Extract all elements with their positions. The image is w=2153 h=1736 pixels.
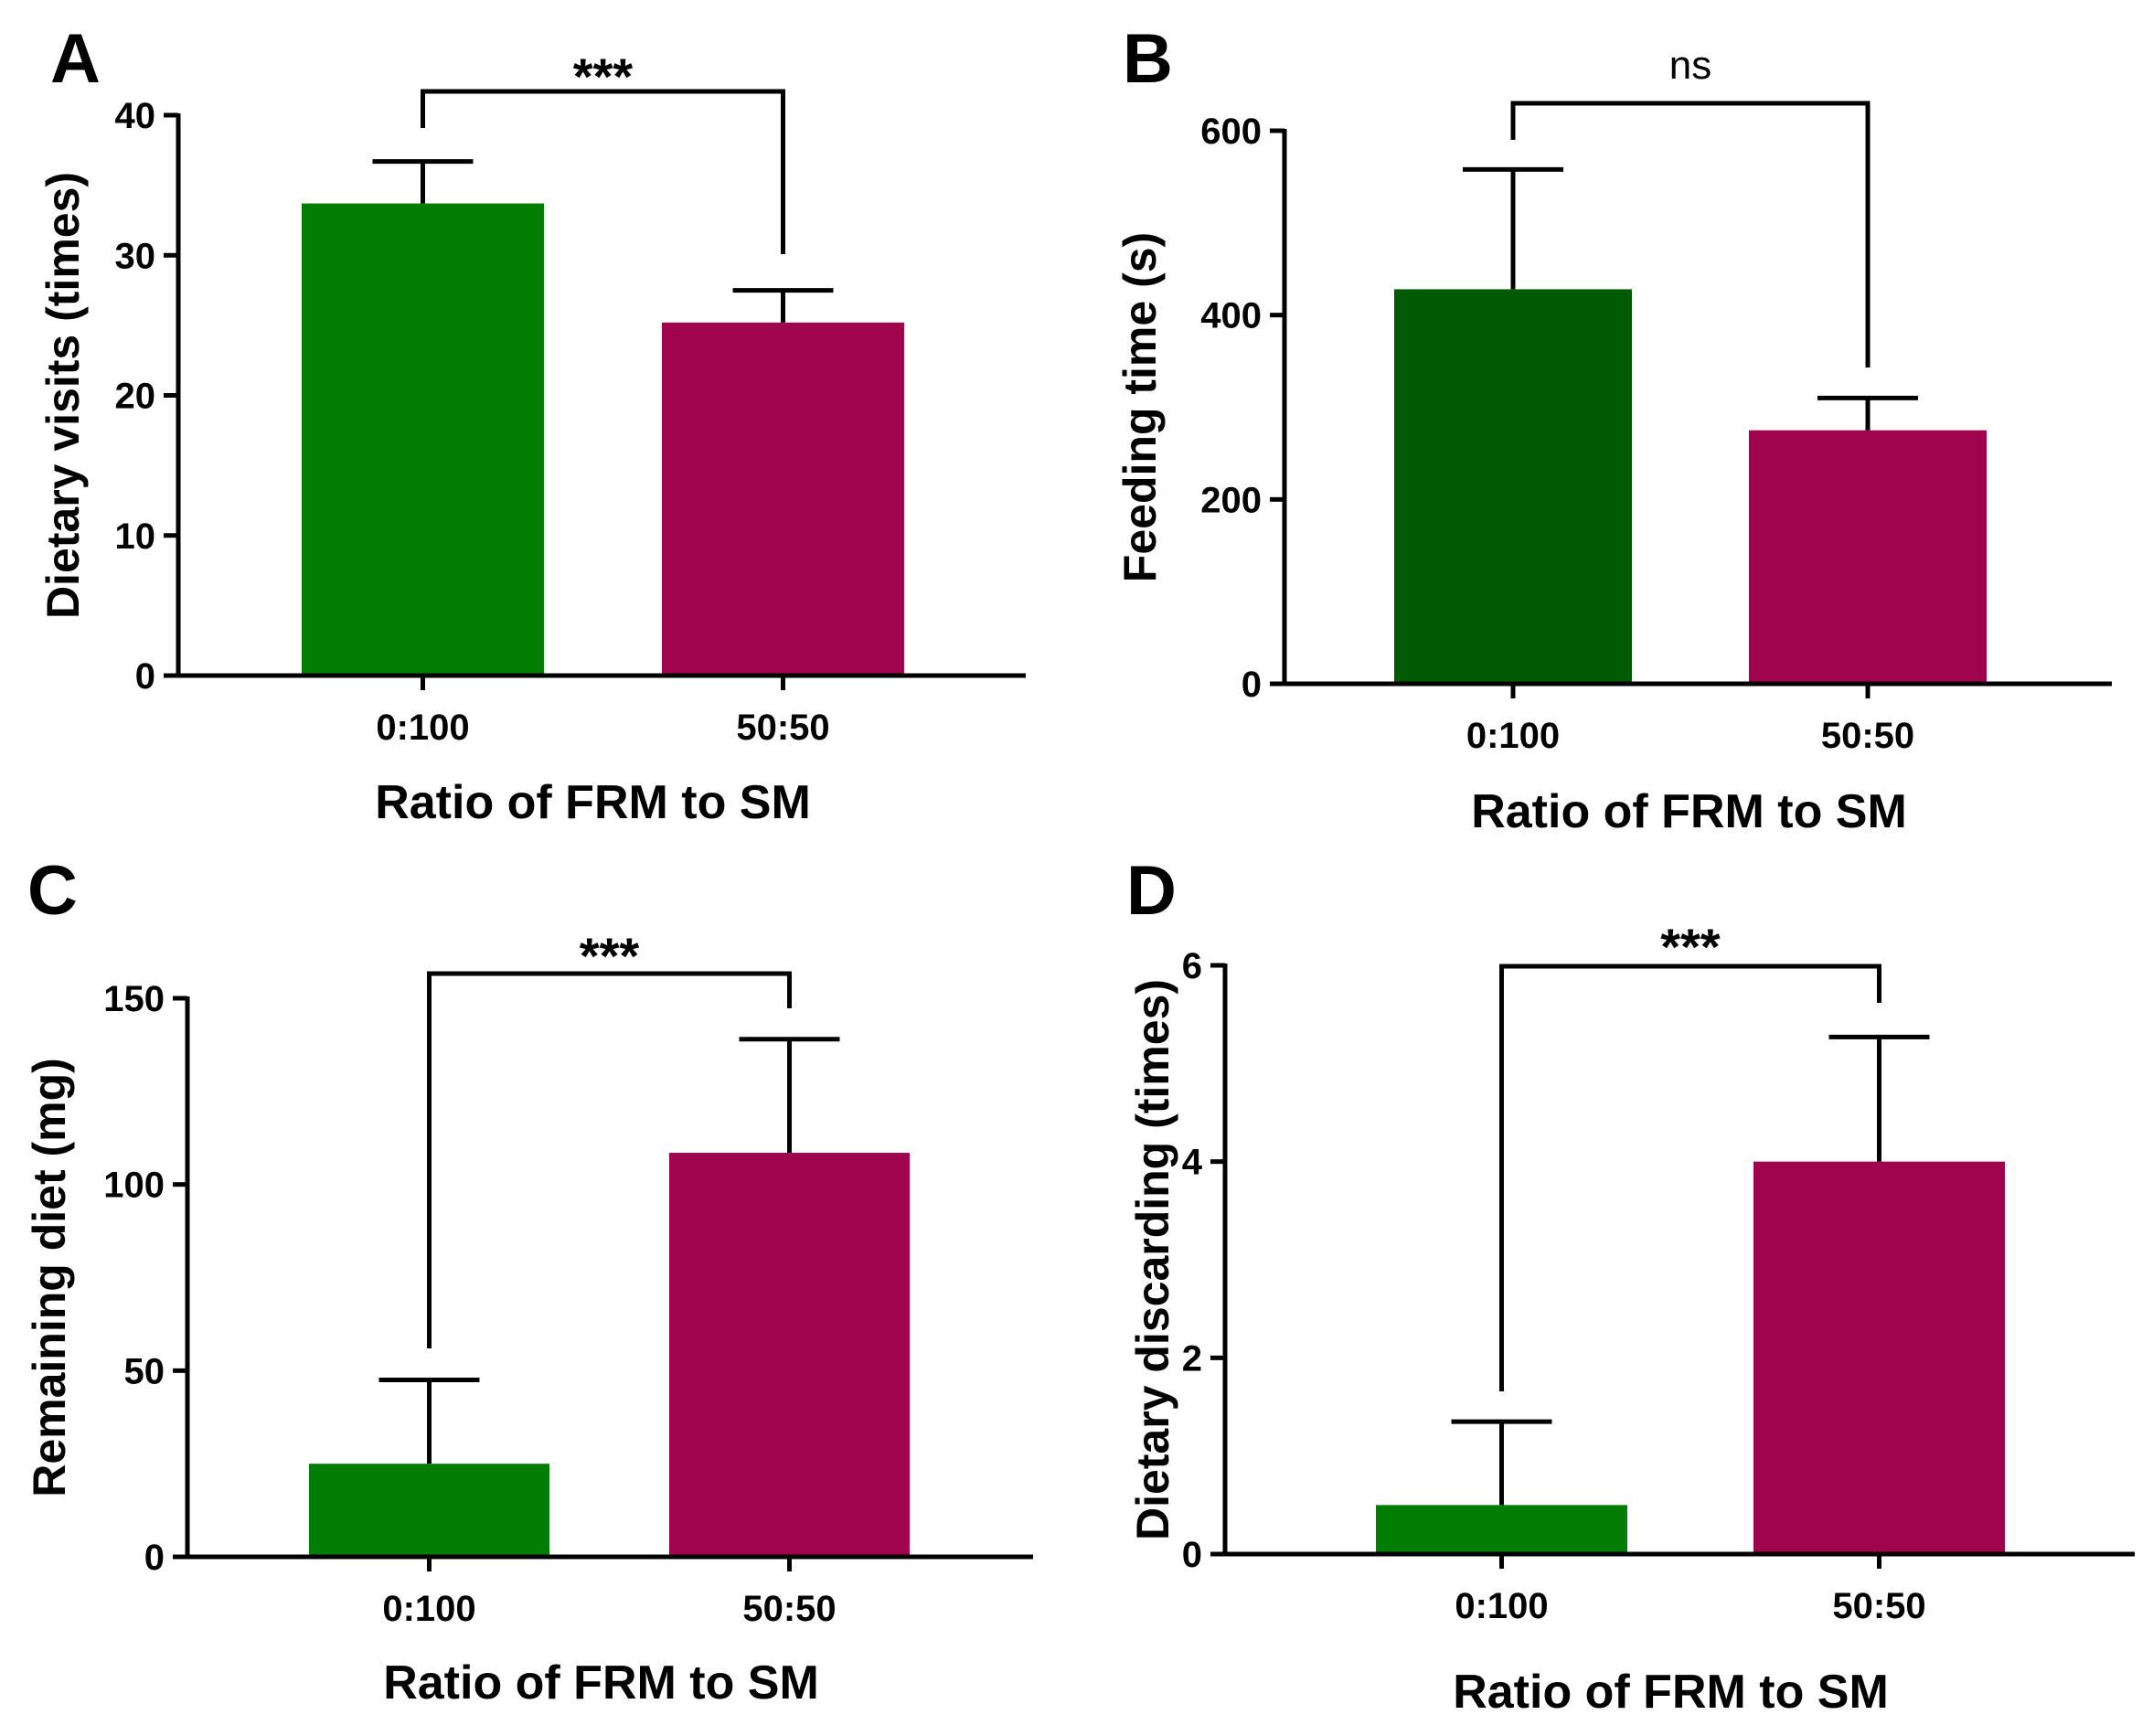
panel-c-significance-label: *** [580, 927, 640, 985]
panel-a-bar-2 [662, 322, 904, 676]
panel-d-significance-bracket [1499, 964, 1881, 1391]
panel-c-ytick-label-1: 0 [144, 1538, 165, 1578]
panel-a-ytick-label-2: 10 [115, 517, 156, 557]
panel-d-significance-label: *** [1660, 918, 1721, 975]
panel-a-letter: A [50, 20, 101, 98]
panel-a-significance-bracket [421, 89, 785, 254]
panel-b-significance-label: ns [1669, 43, 1711, 88]
panel-b-significance-bracket [1510, 101, 1871, 367]
panel-a-xtick-label-2: 50:50 [736, 708, 829, 748]
panel-c-ylabel: Remaining diet (mg) [24, 1058, 75, 1497]
panel-a-significance-label: *** [573, 48, 634, 105]
panel-c-bar-1 [309, 1464, 549, 1557]
panel-a-ylabel: Dietary visits (times) [37, 172, 89, 619]
panel-d-ytick-label-1: 0 [1182, 1535, 1202, 1575]
panel-a-bar-1 [302, 203, 544, 676]
panel-b-bar-1 [1394, 289, 1632, 684]
panel-d-bar-2 [1753, 1161, 2005, 1554]
panel-d-ytick-label-3: 4 [1182, 1143, 1203, 1183]
panel-d-xtick-label-1: 0:100 [1455, 1586, 1548, 1626]
panel-d: D 0:100 50:50 0 2 4 6 Ratio of FRM to SM Dietary… [1126, 852, 2135, 1719]
panel-b-letter: B [1123, 20, 1173, 98]
panel-b-bar-2 [1749, 430, 1987, 684]
panel-d-ytick-label-4: 6 [1182, 946, 1202, 986]
panel-b-ytick-label-2: 200 [1200, 480, 1262, 520]
panel-c-ytick-label-2: 50 [124, 1351, 165, 1391]
panel-c-xlabel: Ratio of FRM to SM [383, 1656, 819, 1709]
panel-d-bar-1 [1376, 1505, 1627, 1554]
panel-d-xlabel: Ratio of FRM to SM [1453, 1666, 1889, 1719]
panel-b: B 0:100 50:50 0 200 400 600 Ratio of FRM to SM F… [1114, 20, 2112, 838]
panel-a-ytick-label-3: 20 [115, 377, 156, 417]
panel-c-ytick-label-4: 150 [103, 979, 165, 1019]
panel-c-bar-2 [669, 1153, 910, 1557]
panel-a: A 0:100 50:50 0 10 20 30 40 Ratio of FRM to SM Di… [37, 20, 1026, 829]
panel-b-ytick-label-3: 400 [1200, 296, 1262, 336]
panel-b-ytick-label-4: 600 [1200, 112, 1262, 152]
panel-a-ytick-label-5: 40 [115, 96, 156, 136]
panel-a-ytick-label-1: 0 [135, 656, 155, 697]
panel-c-ytick-label-3: 100 [103, 1166, 165, 1206]
panel-d-xtick-label-2: 50:50 [1832, 1586, 1925, 1626]
panel-a-xtick-label-1: 0:100 [376, 708, 469, 748]
panel-b-ylabel: Feeding time (s) [1114, 232, 1166, 582]
panel-c-significance-bracket [427, 971, 792, 1348]
panel-a-xlabel: Ratio of FRM to SM [375, 776, 811, 829]
panel-d-ylabel: Dietary discarding (times) [1127, 979, 1178, 1540]
panel-a-ytick-label-4: 30 [115, 236, 156, 276]
panel-b-xtick-label-1: 0:100 [1466, 716, 1560, 756]
panel-d-ytick-label-2: 2 [1182, 1338, 1202, 1379]
panel-b-xtick-label-2: 50:50 [1821, 716, 1914, 756]
panel-c-letter: C [27, 852, 78, 930]
panel-c-xtick-label-1: 0:100 [382, 1589, 475, 1629]
panel-c-xtick-label-2: 50:50 [742, 1589, 836, 1629]
panel-c: C 0:100 50:50 0 50 100 150 Ratio of FRM to SM Re… [24, 852, 1033, 1709]
panel-b-xlabel: Ratio of FRM to SM [1471, 785, 1907, 838]
panel-b-ytick-label-1: 0 [1242, 665, 1262, 705]
panel-d-letter: D [1126, 852, 1177, 930]
